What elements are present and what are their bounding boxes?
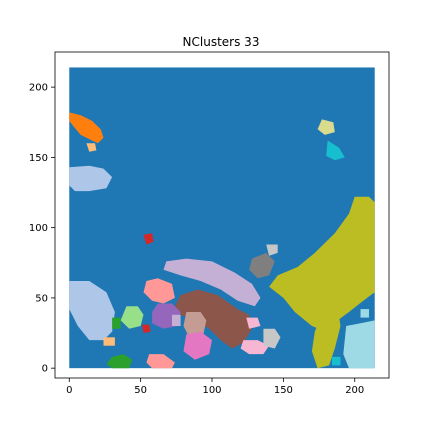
cluster-region-khaki — [317, 119, 335, 135]
cluster-region-light-gray-2 — [263, 328, 281, 349]
cluster-region-sky-2 — [360, 309, 369, 318]
axes-frame — [54, 51, 390, 379]
cluster-region-pink-3 — [246, 317, 261, 329]
cluster-region-red — [143, 233, 154, 245]
cluster-region-pink — [183, 331, 212, 360]
x-axis: 0 50 100 150 200 — [66, 378, 364, 396]
cluster-region-olive-2 — [311, 306, 341, 369]
y-tick-label: 0 — [42, 364, 48, 375]
cluster-region-light-green — [120, 306, 144, 329]
cluster-region-light-gray — [266, 244, 278, 256]
y-axis: 0 50 100 150 200 — [29, 83, 55, 375]
cluster-region-salmon — [143, 278, 175, 304]
cluster-region-cyan-2 — [331, 356, 341, 366]
x-tick-label: 50 — [134, 385, 147, 396]
cluster-region-tan — [183, 312, 207, 338]
plot-area — [69, 67, 375, 369]
x-tick-label: 0 — [66, 385, 72, 396]
cluster-region-gray — [249, 252, 275, 279]
y-tick-label: 200 — [29, 83, 48, 94]
y-tick-label: 50 — [35, 293, 48, 304]
cluster-region-light-orange — [86, 143, 97, 152]
cluster-region-orange — [69, 112, 104, 144]
x-tick-label: 150 — [274, 385, 293, 396]
cluster-region-green-2 — [112, 317, 121, 329]
cluster-region-olive — [269, 196, 375, 332]
cluster-region-pink-2 — [240, 340, 270, 355]
cluster-region-green — [106, 354, 133, 369]
cluster-region-red-2 — [142, 324, 151, 333]
cluster-region-cyan — [326, 140, 345, 161]
cluster-region-peach — [103, 337, 115, 346]
chart-title: NClusters 33 — [183, 35, 260, 49]
y-tick-label: 150 — [29, 153, 48, 164]
cluster-region-lavender — [163, 258, 261, 307]
y-tick-label: 100 — [29, 223, 48, 234]
cluster-region-brown — [174, 289, 252, 349]
x-tick-label: 200 — [345, 385, 364, 396]
cluster-region-pink-4 — [146, 354, 175, 369]
x-tick-label: 100 — [202, 385, 221, 396]
cluster-region-sky — [343, 320, 375, 369]
cluster-region-light-blue — [69, 165, 113, 192]
cluster-region-violet-small — [172, 314, 181, 326]
cluster-region-light-blue-2 — [69, 281, 115, 341]
